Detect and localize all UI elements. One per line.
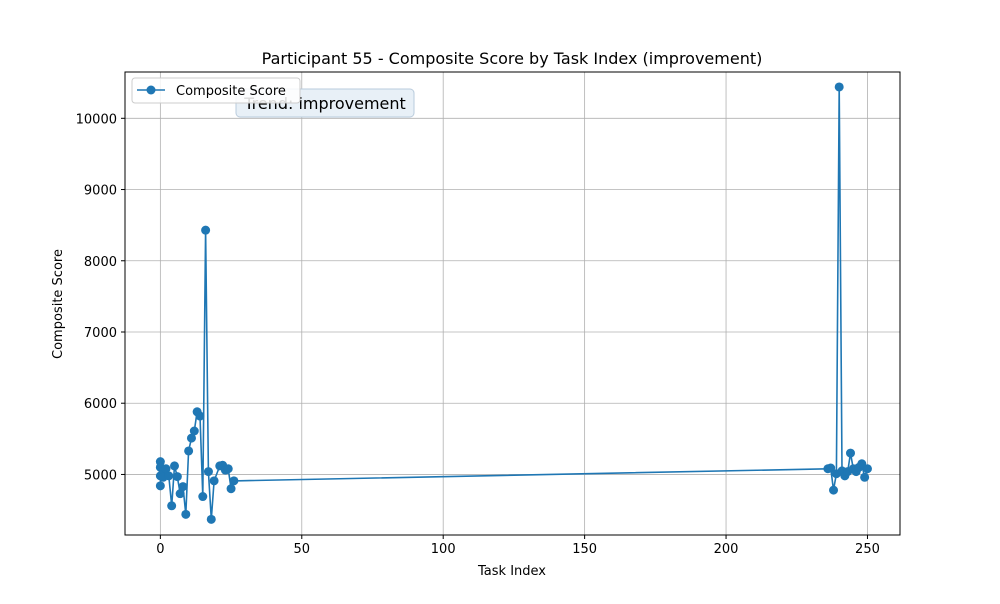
data-point-marker bbox=[175, 489, 185, 499]
data-point-marker bbox=[226, 484, 236, 494]
data-point-marker bbox=[223, 464, 233, 474]
data-point-marker bbox=[169, 461, 179, 471]
y-axis: 5000 6000 7000 8000 9000 10000 bbox=[76, 112, 125, 483]
y-tick-label: 5000 bbox=[84, 468, 117, 483]
data-point-marker bbox=[860, 472, 870, 482]
series-layer bbox=[155, 82, 872, 524]
data-point-marker bbox=[203, 467, 213, 477]
y-tick-label: 10000 bbox=[76, 112, 117, 127]
data-point-marker bbox=[167, 501, 177, 511]
data-point-marker bbox=[181, 509, 191, 519]
x-tick-label: 250 bbox=[855, 542, 880, 557]
x-axis: 0 50 100 150 200 250 bbox=[156, 535, 880, 557]
data-point-marker bbox=[862, 464, 872, 474]
data-point-marker bbox=[155, 481, 165, 491]
data-point-marker bbox=[195, 411, 205, 421]
x-axis-label: Task Index bbox=[477, 564, 546, 579]
data-point-marker bbox=[172, 472, 182, 482]
data-point-marker bbox=[184, 446, 194, 456]
x-tick-label: 150 bbox=[572, 542, 597, 557]
y-tick-label: 8000 bbox=[84, 255, 117, 270]
x-tick-label: 0 bbox=[156, 542, 164, 557]
data-point-marker bbox=[829, 485, 839, 495]
y-tick-label: 9000 bbox=[84, 184, 117, 199]
data-point-marker bbox=[161, 464, 171, 474]
data-point-marker bbox=[189, 426, 199, 436]
legend-label: Composite Score bbox=[176, 84, 286, 99]
y-axis-label: Composite Score bbox=[51, 249, 66, 359]
x-tick-label: 50 bbox=[294, 542, 311, 557]
data-point-marker bbox=[178, 482, 188, 492]
data-point-marker bbox=[846, 448, 856, 458]
legend-marker-swatch bbox=[146, 85, 156, 95]
data-point-marker bbox=[186, 433, 196, 443]
chart-title: Participant 55 - Composite Score by Task… bbox=[262, 49, 763, 68]
y-tick-label: 6000 bbox=[84, 397, 117, 412]
data-point-marker bbox=[201, 225, 211, 235]
data-point-marker bbox=[229, 476, 239, 486]
data-point-marker bbox=[164, 471, 174, 481]
grid bbox=[125, 72, 900, 535]
legend-frame bbox=[131, 77, 301, 104]
plot-frame bbox=[124, 71, 901, 536]
x-tick-label: 100 bbox=[431, 542, 456, 557]
legend: Composite Score bbox=[131, 77, 301, 104]
data-point-marker bbox=[834, 82, 844, 92]
data-point-marker bbox=[826, 463, 836, 473]
data-point-marker bbox=[206, 514, 216, 524]
data-point-marker bbox=[209, 476, 219, 486]
x-tick-label: 200 bbox=[714, 542, 739, 557]
y-tick-label: 7000 bbox=[84, 326, 117, 341]
data-point-marker bbox=[198, 492, 208, 502]
